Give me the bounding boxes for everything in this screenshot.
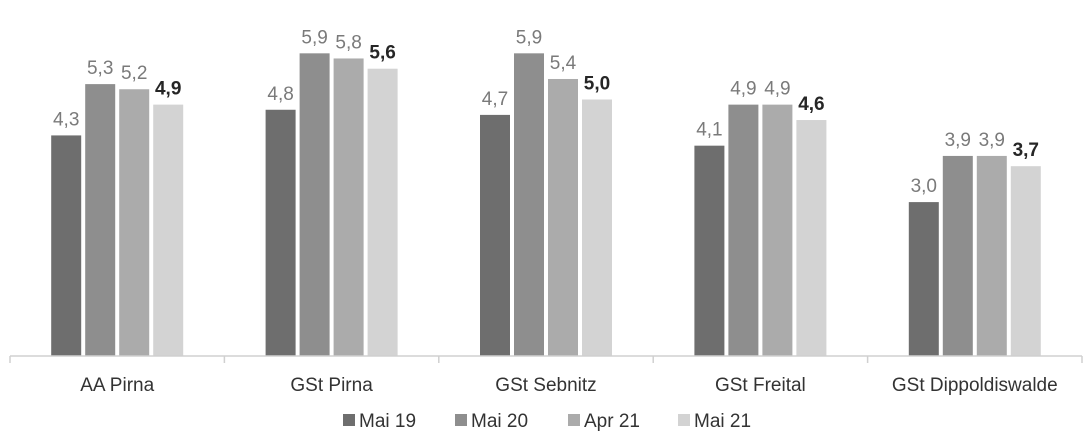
data-label: 5,4 xyxy=(550,53,577,74)
data-label: 4,9 xyxy=(764,79,790,100)
category-label: AA Pirna xyxy=(80,375,154,396)
category-label: GSt Sebnitz xyxy=(495,375,596,396)
data-label: 5,9 xyxy=(516,27,542,48)
category-label: GSt Pirna xyxy=(290,375,373,396)
data-label: 4,3 xyxy=(53,109,79,130)
legend-swatch xyxy=(568,414,580,426)
legend-swatch xyxy=(455,414,467,426)
data-label: 5,6 xyxy=(369,43,395,64)
data-label: 4,7 xyxy=(482,89,508,110)
bar xyxy=(796,120,827,357)
legend: Mai 19 Mai 20 Apr 21 Mai 21 xyxy=(343,411,751,431)
data-label: 4,8 xyxy=(267,84,293,105)
bar xyxy=(908,202,939,356)
data-label: 3,7 xyxy=(1013,140,1039,161)
bar xyxy=(85,84,116,357)
bar xyxy=(119,89,150,357)
data-label: 4,6 xyxy=(798,94,824,115)
value-labels-group: 4,3 5,3 5,2 4,9 4,8 5,9 5,8 5,6 4,7 5,9 5,4 5,0 4,1 4… xyxy=(53,27,1039,197)
bar xyxy=(582,99,612,356)
bar xyxy=(1010,166,1041,356)
data-label: 4,9 xyxy=(155,79,181,100)
data-label: 5,3 xyxy=(87,58,113,79)
legend-label: Mai 21 xyxy=(694,411,751,431)
bar xyxy=(762,104,793,356)
x-axis-ticks xyxy=(9,356,1083,363)
bar xyxy=(480,114,510,356)
legend-label: Mai 19 xyxy=(359,411,416,431)
data-label: 3,0 xyxy=(911,176,937,197)
data-label: 5,2 xyxy=(121,63,147,84)
bar xyxy=(265,109,296,356)
data-label: 5,8 xyxy=(335,32,361,53)
bar xyxy=(51,135,82,356)
data-label: 4,9 xyxy=(730,79,756,100)
legend-label: Apr 21 xyxy=(584,411,640,431)
data-label: 4,1 xyxy=(696,120,722,141)
legend-swatch xyxy=(678,414,690,426)
bar xyxy=(333,58,364,357)
category-label: GSt Freital xyxy=(715,375,806,396)
category-label: GSt Dippoldiswalde xyxy=(892,375,1058,396)
bar xyxy=(514,53,544,357)
bar xyxy=(367,68,398,356)
legend-label: Mai 20 xyxy=(471,411,528,431)
legend-swatch xyxy=(343,414,355,426)
data-label: 5,0 xyxy=(584,74,610,95)
bar xyxy=(942,155,973,356)
data-label: 3,9 xyxy=(979,130,1005,151)
category-labels-group: AA Pirna GSt Pirna GSt Sebnitz GSt Freital G… xyxy=(80,375,1057,396)
data-label: 3,9 xyxy=(945,130,971,151)
bar xyxy=(299,53,330,357)
data-label: 5,9 xyxy=(301,27,327,48)
bar xyxy=(153,104,184,356)
bar xyxy=(548,78,578,356)
bar xyxy=(728,104,759,356)
bar xyxy=(976,155,1007,356)
bar xyxy=(694,145,725,356)
bars-group xyxy=(51,53,1041,357)
